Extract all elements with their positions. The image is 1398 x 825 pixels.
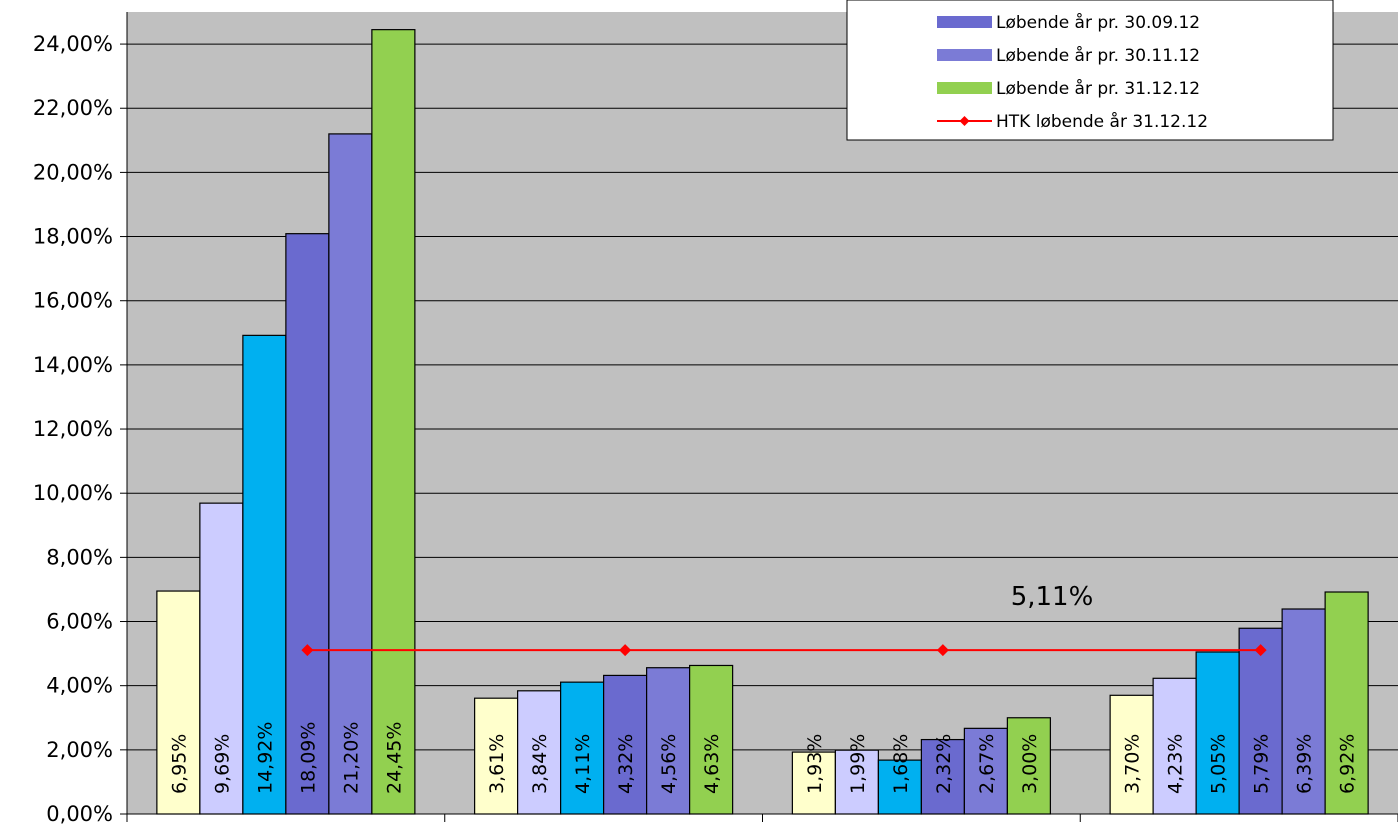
bar-labels: 6,95% 3,61% 1,93% 3,70% 9,69% 3,84% 1,99% 4,23%… bbox=[168, 722, 1358, 794]
bar bbox=[328, 133, 373, 815]
bar bbox=[791, 751, 836, 815]
bars bbox=[156, 29, 1369, 815]
data-label: 3,84% bbox=[529, 734, 551, 794]
y-axis: 0,00% 2,00% 4,00% 6,00% 8,00% 10,00% 12,00% 14,… bbox=[33, 12, 128, 825]
legend: Løbende år pr. 30.09.12 Løbende år pr. 30… bbox=[846, 0, 1334, 141]
data-label: 2,67% bbox=[976, 734, 998, 794]
data-label: 1,93% bbox=[804, 734, 826, 794]
data-label: 3,00% bbox=[1019, 734, 1041, 794]
data-label: 9,69% bbox=[211, 734, 233, 794]
bar bbox=[1152, 677, 1197, 815]
bar bbox=[1238, 627, 1283, 815]
bar bbox=[1195, 651, 1240, 815]
data-label: 1,68% bbox=[890, 734, 912, 794]
data-label: 4,63% bbox=[701, 734, 723, 794]
bar bbox=[242, 334, 287, 815]
bar bbox=[834, 749, 879, 815]
legend-label: Løbende år pr. 31.12.12 bbox=[996, 78, 1200, 99]
data-label: 2,32% bbox=[933, 734, 955, 794]
data-label: 4,56% bbox=[658, 734, 680, 794]
bar bbox=[689, 664, 734, 815]
bar bbox=[474, 697, 519, 815]
data-label: 6,95% bbox=[168, 734, 190, 794]
y-tick-label: 24,00% bbox=[33, 32, 113, 56]
data-label: 3,61% bbox=[486, 734, 508, 794]
legend-swatch bbox=[937, 49, 992, 61]
legend-label: Løbende år pr. 30.11.12 bbox=[996, 45, 1200, 66]
data-label: 4,32% bbox=[615, 734, 637, 794]
line-marker bbox=[936, 644, 949, 657]
data-label: 18,09% bbox=[297, 722, 319, 794]
data-label: 14,92% bbox=[254, 722, 276, 794]
bar bbox=[603, 674, 648, 815]
bar bbox=[646, 667, 691, 815]
line-marker bbox=[301, 644, 314, 657]
y-tick-label: 4,00% bbox=[46, 674, 113, 698]
bar bbox=[517, 690, 562, 815]
data-label: 5,79% bbox=[1251, 734, 1273, 794]
y-tick-label: 22,00% bbox=[33, 96, 113, 120]
line-marker bbox=[1254, 644, 1267, 657]
y-tick-label: 14,00% bbox=[33, 353, 113, 377]
data-label: 1,99% bbox=[847, 734, 869, 794]
legend-marker bbox=[959, 116, 970, 126]
data-label: 6,39% bbox=[1294, 734, 1316, 794]
data-label: 21,20% bbox=[340, 722, 362, 794]
data-label: 6,92% bbox=[1337, 734, 1359, 794]
data-label: 4,11% bbox=[572, 734, 594, 794]
data-label: 3,70% bbox=[1122, 734, 1144, 794]
bar bbox=[1324, 591, 1369, 815]
bar bbox=[1281, 608, 1326, 815]
y-tick-label: 16,00% bbox=[33, 289, 113, 313]
y-tick-label: 20,00% bbox=[33, 160, 113, 184]
bar bbox=[560, 681, 605, 815]
y-tick-label: 6,00% bbox=[46, 610, 113, 634]
y-tick-label: 0,00% bbox=[46, 802, 113, 825]
legend-swatch bbox=[937, 82, 992, 94]
line-annotation: 5,11% bbox=[1011, 582, 1094, 612]
data-label: 24,45% bbox=[383, 722, 405, 794]
y-tick-label: 8,00% bbox=[46, 545, 113, 569]
y-tick-label: 12,00% bbox=[33, 417, 113, 441]
bar bbox=[963, 727, 1008, 815]
data-label: 5,05% bbox=[1208, 734, 1230, 794]
line-marker bbox=[619, 644, 632, 657]
bar bbox=[1006, 717, 1051, 815]
y-tick-label: 18,00% bbox=[33, 225, 113, 249]
legend-label: HTK løbende år 31.12.12 bbox=[996, 111, 1208, 132]
legend-swatch bbox=[937, 16, 992, 28]
data-label: 4,23% bbox=[1165, 734, 1187, 794]
bar bbox=[199, 502, 244, 815]
bar bbox=[371, 29, 416, 815]
y-tick-label: 2,00% bbox=[46, 738, 113, 762]
legend-label: Løbende år pr. 30.09.12 bbox=[996, 12, 1200, 33]
reference-line bbox=[301, 644, 1267, 657]
bar bbox=[156, 590, 201, 815]
bar bbox=[285, 233, 330, 815]
legend-box bbox=[846, 0, 1334, 141]
bar bbox=[877, 759, 922, 815]
y-tick-label: 10,00% bbox=[33, 481, 113, 505]
x-axis bbox=[126, 813, 1398, 822]
